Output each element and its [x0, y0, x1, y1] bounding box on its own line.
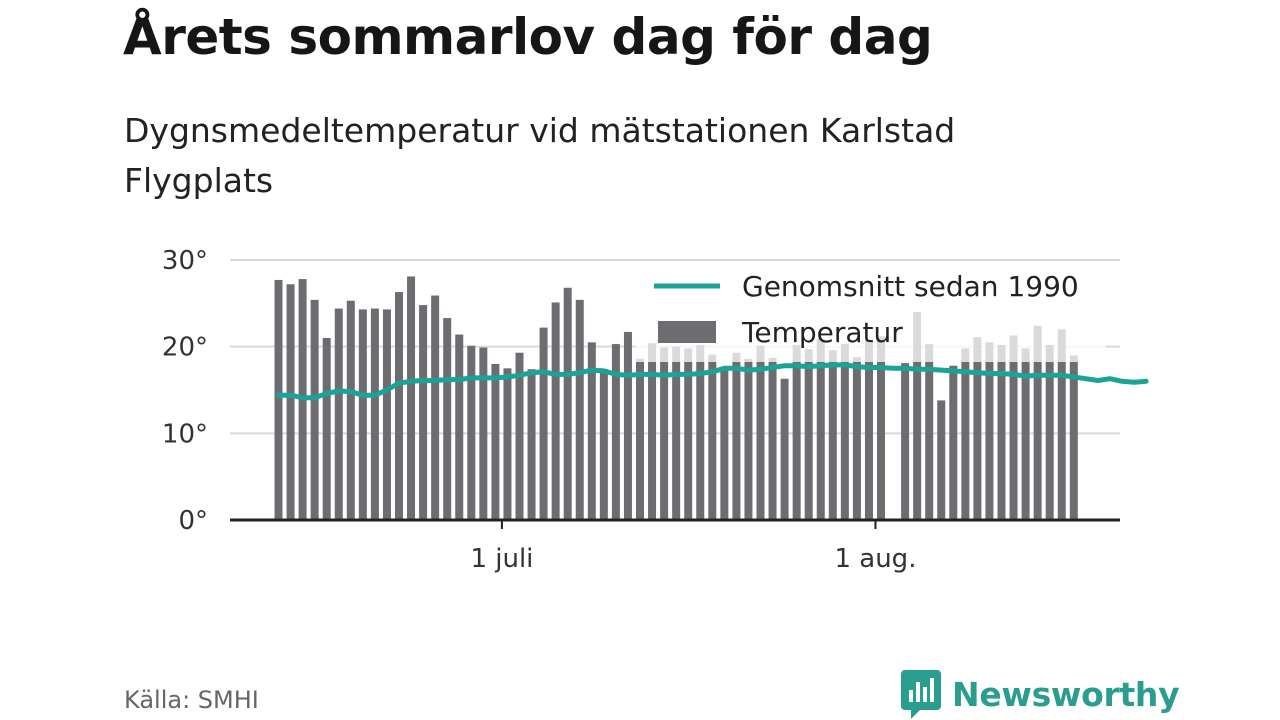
temperature-bar: [1069, 355, 1078, 520]
x-tick-label: 1 aug.: [834, 544, 916, 574]
temperature-bar: [539, 327, 548, 520]
temperature-bar: [274, 279, 283, 520]
temperature-bar: [792, 344, 801, 520]
temperature-bar: [961, 348, 970, 520]
temperature-bar: [913, 312, 922, 520]
temperature-bar: [816, 338, 825, 520]
temperature-bar: [949, 365, 958, 520]
source-note: Källa: SMHI: [124, 686, 259, 714]
temperature-bar: [455, 334, 464, 520]
temperature-bar: [467, 345, 476, 520]
temperature-bar: [804, 349, 813, 520]
temperature-bar: [780, 378, 789, 520]
temperature-bar: [479, 347, 488, 520]
temperature-bar: [828, 350, 837, 520]
temperature-bar: [1009, 335, 1018, 520]
temperature-bar: [648, 343, 657, 520]
temperature-bar: [395, 292, 403, 520]
legend-label-temperature: Temperatur: [741, 316, 903, 349]
temperature-bar: [696, 344, 705, 520]
temperature-bar: [720, 367, 729, 520]
temperature-bar: [334, 308, 343, 520]
temperature-bar: [732, 352, 741, 520]
legend-label-average: Genomsnitt sedan 1990: [742, 270, 1079, 303]
temperature-bar: [973, 337, 982, 520]
temperature-bar: [744, 358, 753, 520]
temperature-bar: [925, 344, 934, 520]
average-line: [276, 362, 1149, 401]
temperature-bar: [346, 300, 355, 520]
temperature-bar: [636, 358, 644, 520]
temperature-bar: [370, 308, 379, 520]
newsworthy-logo: Newsworthy: [900, 668, 1180, 720]
temperature-bar: [527, 369, 536, 520]
bar-layer: [274, 276, 1078, 520]
legend: Genomsnitt sedan 1990 Temperatur: [636, 262, 1106, 362]
axis-layer: 0° 10° 20° 30° 1 juli 1 aug.: [162, 246, 1120, 574]
temperature-bar: [672, 346, 681, 520]
y-tick-label: 30°: [162, 246, 208, 276]
temperature-bar: [1045, 344, 1054, 520]
temperature-bar: [443, 318, 452, 520]
chart-title: Årets sommarlov dag för dag: [123, 8, 933, 66]
line-layer: [276, 362, 1149, 401]
temperature-bar: [322, 338, 331, 520]
temperature-bar: [877, 336, 885, 520]
temperature-bar: [708, 354, 717, 520]
temperature-bar: [840, 344, 849, 520]
temperature-bar: [382, 309, 391, 520]
y-tick-label: 10°: [162, 419, 208, 449]
legend-swatch-bar: [658, 321, 716, 343]
temperature-bar: [611, 344, 620, 520]
temperature-bar: [587, 342, 596, 520]
temperature-bar: [575, 299, 584, 520]
temperature-bar: [768, 357, 777, 520]
temperature-bar: [985, 342, 994, 520]
temperature-bar: [599, 369, 608, 520]
temperature-bar: [1057, 329, 1066, 520]
temperature-bar: [419, 305, 428, 520]
y-tick-label: 20°: [162, 333, 208, 363]
temperature-bar: [491, 364, 500, 520]
temperature-bar: [563, 287, 572, 520]
chart-subtitle: Dygnsmedeltemperatur vid mätstationen Ka…: [124, 111, 956, 200]
temperature-bar: [623, 331, 632, 520]
temperature-bar: [431, 295, 440, 520]
temperature-bar: [864, 340, 873, 520]
temperature-bar: [756, 345, 765, 520]
temperature-bar: [852, 357, 861, 520]
temperature-bar: [1033, 325, 1042, 520]
y-tick-label: 0°: [178, 506, 208, 536]
temperature-bar: [997, 344, 1006, 520]
newsworthy-logo-icon: [901, 670, 941, 719]
temperature-bar: [358, 309, 367, 520]
temperature-bar: [937, 400, 946, 520]
legend-background: [636, 262, 1106, 362]
temperature-bar: [660, 347, 669, 520]
temperature-bar: [310, 299, 319, 520]
temperature-bar: [503, 368, 512, 520]
temperature-bar: [1021, 348, 1030, 520]
newsworthy-logo-text: Newsworthy: [952, 674, 1180, 714]
temperature-bar: [901, 363, 910, 520]
temperature-bar: [407, 276, 416, 520]
temperature-bar: [515, 352, 524, 520]
temperature-bar: [551, 302, 560, 520]
temperature-bar: [286, 284, 295, 520]
x-tick-label: 1 juli: [470, 544, 533, 574]
temperature-bar: [684, 348, 693, 520]
